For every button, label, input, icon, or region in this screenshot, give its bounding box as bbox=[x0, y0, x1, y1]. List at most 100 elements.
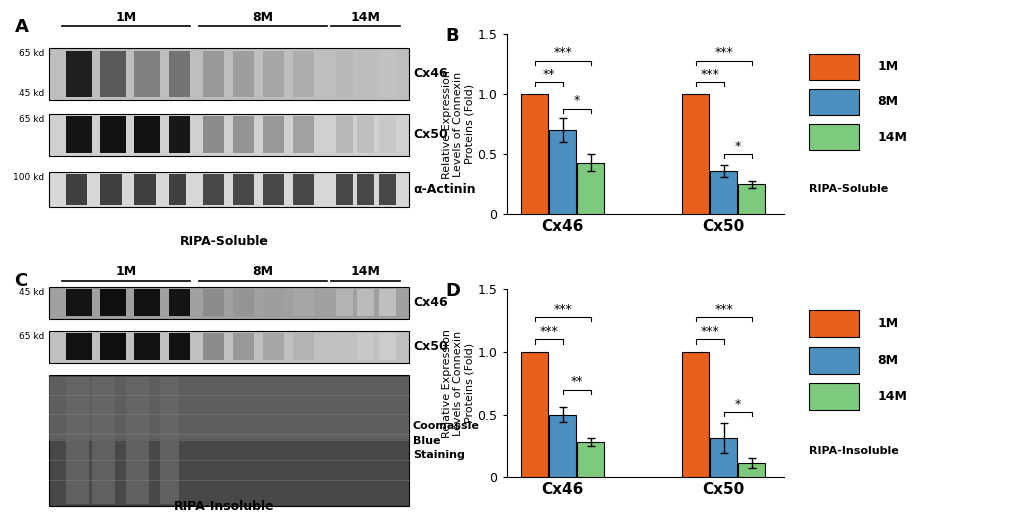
Bar bbox=[548, 130, 576, 214]
Bar bbox=[135, 116, 160, 154]
Bar bbox=[66, 377, 90, 504]
Bar bbox=[263, 333, 284, 360]
Bar bbox=[66, 116, 92, 154]
Text: **: ** bbox=[542, 68, 554, 81]
Bar bbox=[335, 116, 353, 154]
Bar bbox=[100, 290, 125, 316]
Bar bbox=[357, 174, 374, 204]
Text: 65 kd: 65 kd bbox=[19, 49, 45, 59]
Bar bbox=[292, 174, 314, 204]
Text: C: C bbox=[14, 272, 28, 290]
Bar bbox=[232, 174, 254, 204]
Text: ***: *** bbox=[539, 325, 557, 338]
Bar bbox=[548, 415, 576, 477]
Bar bbox=[125, 377, 150, 504]
Bar bbox=[232, 290, 254, 316]
Text: ***: *** bbox=[713, 46, 733, 60]
Bar bbox=[378, 116, 395, 154]
Bar bbox=[292, 51, 314, 98]
Bar bbox=[135, 290, 160, 316]
Text: 65 kd: 65 kd bbox=[19, 115, 45, 124]
Bar bbox=[808, 54, 859, 80]
Bar bbox=[49, 287, 409, 319]
Bar bbox=[168, 116, 190, 154]
Bar bbox=[808, 384, 859, 410]
Text: RIPA-Soluble: RIPA-Soluble bbox=[179, 235, 269, 248]
Text: Blue: Blue bbox=[413, 435, 440, 446]
Text: 8M: 8M bbox=[877, 353, 898, 366]
Bar bbox=[100, 333, 125, 360]
Bar bbox=[808, 310, 859, 337]
Bar bbox=[49, 331, 409, 363]
Bar bbox=[738, 463, 764, 477]
Bar bbox=[263, 290, 284, 316]
Text: Cx46: Cx46 bbox=[413, 296, 447, 309]
Bar bbox=[203, 333, 224, 360]
Text: 1M: 1M bbox=[115, 11, 137, 24]
Bar bbox=[232, 116, 254, 154]
Bar bbox=[709, 171, 737, 214]
Text: 14M: 14M bbox=[351, 265, 380, 278]
Text: 65 kd: 65 kd bbox=[19, 332, 45, 341]
Bar bbox=[335, 290, 353, 316]
Bar bbox=[100, 174, 121, 204]
Text: **: ** bbox=[570, 375, 582, 388]
Bar bbox=[577, 162, 603, 214]
Bar bbox=[521, 352, 547, 477]
Bar bbox=[292, 290, 314, 316]
Text: A: A bbox=[14, 18, 29, 36]
Bar bbox=[203, 51, 224, 98]
Bar bbox=[100, 116, 125, 154]
Text: Staining: Staining bbox=[413, 450, 465, 460]
Bar bbox=[808, 89, 859, 115]
Text: ***: *** bbox=[713, 303, 733, 316]
Bar bbox=[263, 51, 284, 98]
Bar bbox=[168, 333, 190, 360]
Text: 8M: 8M bbox=[253, 265, 273, 278]
Text: Cx50: Cx50 bbox=[413, 340, 447, 353]
Bar bbox=[203, 116, 224, 154]
Bar bbox=[808, 124, 859, 150]
Bar bbox=[49, 375, 409, 507]
Text: 14M: 14M bbox=[351, 11, 380, 24]
Bar bbox=[203, 290, 224, 316]
Bar bbox=[357, 290, 374, 316]
Bar bbox=[160, 377, 179, 504]
Text: 1M: 1M bbox=[877, 317, 898, 330]
Bar bbox=[292, 333, 314, 360]
Text: D: D bbox=[445, 282, 460, 300]
Text: ***: *** bbox=[552, 46, 572, 60]
Bar bbox=[357, 51, 374, 98]
Text: ***: *** bbox=[552, 303, 572, 316]
Bar bbox=[203, 174, 224, 204]
Bar bbox=[66, 174, 88, 204]
Bar bbox=[682, 352, 708, 477]
Bar bbox=[738, 184, 764, 214]
Bar bbox=[100, 51, 125, 98]
Text: 14M: 14M bbox=[877, 130, 907, 144]
Bar bbox=[66, 51, 92, 98]
Text: 8M: 8M bbox=[253, 11, 273, 24]
Bar bbox=[232, 51, 254, 98]
Bar bbox=[49, 172, 409, 207]
Bar bbox=[577, 442, 603, 477]
Bar bbox=[378, 333, 395, 360]
Text: ***: *** bbox=[700, 68, 718, 81]
Bar bbox=[378, 290, 395, 316]
Y-axis label: Relative Expression
Levels of Connexin
Proteins (Fold): Relative Expression Levels of Connexin P… bbox=[441, 329, 474, 438]
Bar bbox=[292, 116, 314, 154]
Bar bbox=[49, 48, 409, 100]
Text: RIPA-Soluble: RIPA-Soluble bbox=[808, 184, 888, 194]
Bar bbox=[168, 174, 185, 204]
Y-axis label: Relative Expression
Levels of Connexin
Proteins (Fold): Relative Expression Levels of Connexin P… bbox=[441, 70, 474, 179]
Text: 100 kd: 100 kd bbox=[13, 173, 45, 182]
Text: 1M: 1M bbox=[877, 60, 898, 74]
Bar bbox=[335, 174, 353, 204]
Bar bbox=[521, 94, 547, 214]
Bar bbox=[49, 377, 409, 441]
Bar bbox=[335, 333, 353, 360]
Text: 45 kd: 45 kd bbox=[19, 89, 45, 99]
Text: *: * bbox=[734, 398, 740, 411]
Bar bbox=[335, 51, 353, 98]
Text: RIPA-Insoluble: RIPA-Insoluble bbox=[808, 445, 898, 456]
